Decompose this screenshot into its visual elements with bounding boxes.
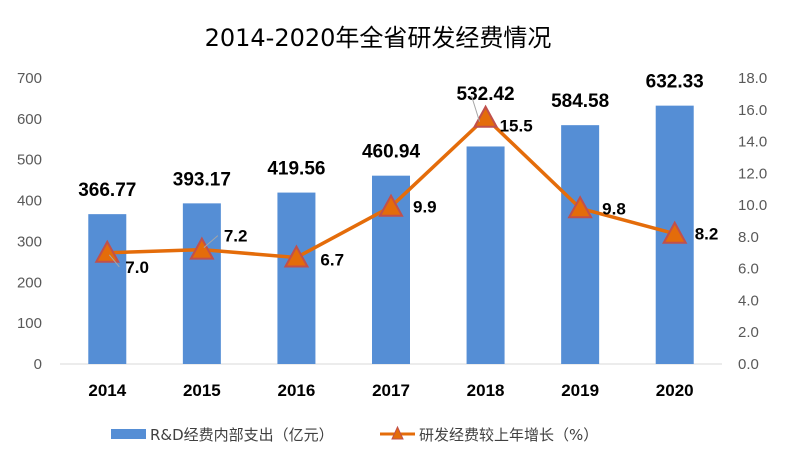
x-tick-label: 2014 — [88, 381, 126, 400]
left-tick-label: 0 — [34, 356, 42, 373]
left-tick-label: 500 — [17, 152, 42, 169]
x-tick-label: 2015 — [183, 381, 221, 400]
bar — [88, 214, 127, 364]
chart-title: 2014-2020年全省研发经费情况 — [205, 24, 552, 52]
leader-line — [203, 235, 219, 248]
left-tick-label: 100 — [17, 315, 42, 332]
left-tick-label: 600 — [17, 111, 42, 128]
triangle-marker — [472, 104, 499, 128]
triangle-marker — [189, 236, 215, 260]
bar-value-label: 393.17 — [173, 169, 231, 190]
x-tick-label: 2018 — [467, 381, 505, 400]
bar-value-label: 532.42 — [457, 84, 515, 105]
right-tick-label: 0.0 — [738, 356, 759, 373]
triangle-marker — [94, 239, 120, 263]
x-tick-label: 2017 — [372, 381, 410, 400]
bar — [182, 203, 221, 364]
growth-value-label: 15.5 — [500, 117, 533, 136]
bar-value-label: 366.77 — [78, 180, 136, 201]
bar-value-label: 584.58 — [551, 91, 609, 112]
x-tick-label: 2020 — [656, 381, 694, 400]
x-tick-label: 2019 — [561, 381, 599, 400]
bar-value-label: 419.56 — [267, 159, 325, 180]
triangle-marker — [567, 195, 593, 219]
right-tick-label: 14.0 — [738, 134, 767, 151]
triangle-marker — [378, 193, 404, 217]
legend: R&D经费内部支出（亿元） 研发经费较上年增长（%） — [111, 425, 598, 444]
growth-value-label: 7.2 — [224, 227, 248, 246]
legend-line-label: 研发经费较上年增长（%） — [419, 426, 598, 444]
bar-value-label: 460.94 — [362, 142, 421, 163]
bar — [466, 146, 505, 364]
right-tick-label: 18.0 — [738, 70, 767, 87]
bar — [561, 125, 600, 364]
triangle-marker — [662, 220, 688, 244]
right-tick-label: 6.0 — [738, 261, 759, 278]
growth-value-label: 6.7 — [320, 251, 344, 270]
growth-value-label: 9.9 — [413, 198, 437, 217]
growth-value-label: 7.0 — [125, 258, 149, 277]
right-tick-label: 12.0 — [738, 165, 767, 182]
right-tick-label: 8.0 — [738, 229, 759, 246]
triangle-marker — [283, 244, 310, 268]
right-tick-label: 2.0 — [738, 324, 759, 341]
left-tick-label: 200 — [17, 274, 42, 291]
legend-bar-swatch — [111, 429, 146, 439]
right-tick-label: 4.0 — [738, 292, 759, 309]
legend-bar-label: R&D经费内部支出（亿元） — [150, 426, 334, 444]
x-tick-label: 2016 — [278, 381, 316, 400]
leader-line — [471, 95, 481, 122]
left-tick-label: 300 — [17, 233, 42, 250]
bar-value-label: 632.33 — [646, 72, 704, 93]
growth-value-label: 9.8 — [602, 199, 626, 218]
legend-triangle-icon — [391, 425, 404, 440]
right-tick-label: 16.0 — [738, 102, 767, 119]
bar — [277, 192, 316, 364]
leader-line — [108, 254, 120, 268]
left-tick-label: 700 — [17, 70, 42, 87]
growth-value-label: 8.2 — [695, 225, 719, 244]
right-tick-label: 10.0 — [738, 197, 767, 214]
left-tick-label: 400 — [17, 193, 42, 210]
